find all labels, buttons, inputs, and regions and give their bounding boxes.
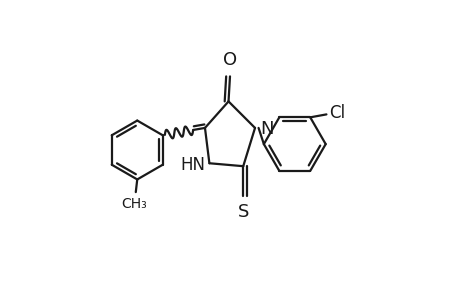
Text: Cl: Cl — [328, 104, 344, 122]
Text: CH₃: CH₃ — [121, 197, 147, 211]
Text: S: S — [237, 203, 248, 221]
Text: O: O — [223, 51, 236, 69]
Text: N: N — [260, 120, 273, 138]
Text: HN: HN — [179, 156, 205, 174]
